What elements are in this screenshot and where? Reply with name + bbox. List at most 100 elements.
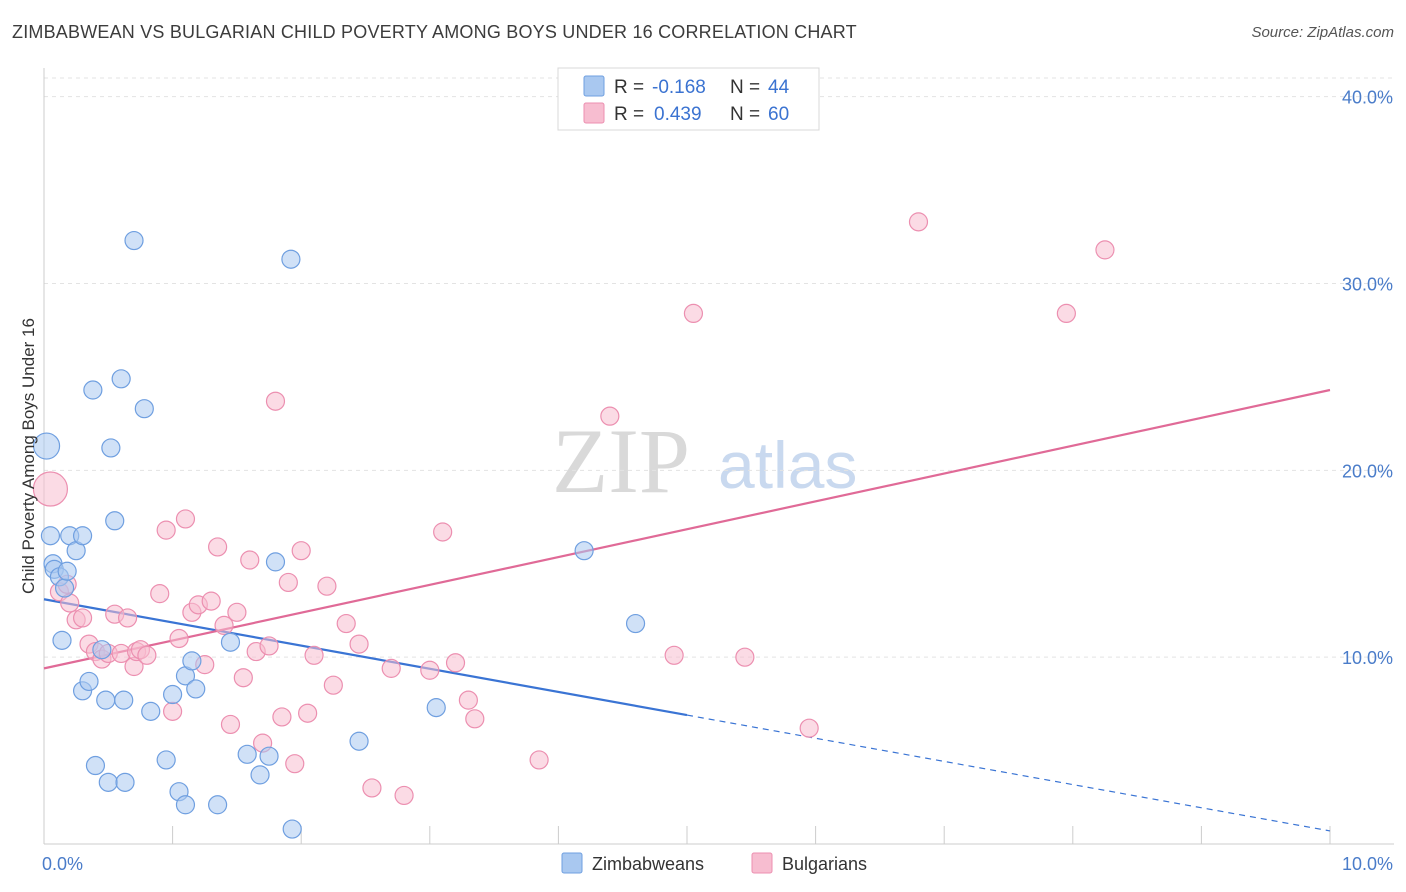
point-bulgarians-41 [304, 645, 324, 665]
point-zimbabweans-33 [208, 795, 228, 815]
point-bulgarians-21 [175, 509, 196, 529]
point-zimbabweans-42 [426, 698, 446, 718]
point-bulgarians-27 [214, 615, 234, 636]
legend-r-label-zimbabweans: R = [614, 77, 644, 98]
y-tick-label-3: 40.0% [1342, 88, 1393, 108]
point-zimbabweans-13 [83, 380, 103, 400]
point-bulgarians-19 [163, 701, 183, 721]
point-bulgarians-29 [227, 602, 247, 622]
point-zimbabweans-29 [175, 795, 196, 815]
point-zimbabweans-27 [163, 684, 183, 705]
watermark-atlas: atlas [718, 428, 857, 502]
point-zimbabweans-18 [105, 511, 125, 531]
chart-title: ZIMBABWEAN VS BULGARIAN CHILD POVERTY AM… [12, 22, 857, 42]
point-zimbabweans-25 [141, 701, 161, 721]
point-bulgarians-54 [529, 750, 549, 770]
point-bulgarians-25 [201, 591, 221, 611]
bottom-legend-swatch-bulgarians [751, 852, 773, 874]
point-zimbabweans-23 [124, 230, 144, 251]
point-bulgarians-37 [278, 572, 298, 593]
legend-n-label-bulgarians: N = [730, 104, 760, 125]
bottom-legend-swatch-zimbabweans [561, 852, 583, 874]
point-zimbabweans-32 [182, 651, 202, 671]
point-bulgarians-28 [220, 714, 241, 735]
y-tick-label-0: 10.0% [1342, 648, 1393, 668]
point-zimbabweans-37 [259, 746, 279, 766]
point-bulgarians-5 [72, 608, 93, 628]
point-bulgarians-45 [349, 634, 369, 654]
point-zimbabweans-41 [349, 731, 369, 751]
point-bulgarians-46 [362, 778, 382, 798]
point-zimbabweans-34 [220, 632, 241, 652]
point-zimbabweans-44 [625, 613, 646, 634]
x-tick-label-0: 0.0% [42, 854, 83, 874]
point-zimbabweans-6 [57, 561, 77, 581]
legend-n-label-zimbabweans: N = [730, 77, 760, 98]
point-bulgarians-43 [323, 675, 343, 695]
x-tick-label-1: 10.0% [1342, 854, 1393, 874]
point-bulgarians-51 [445, 653, 466, 673]
point-bulgarians-42 [317, 576, 337, 596]
point-zimbabweans-21 [98, 772, 118, 792]
legend-n-value-bulgarians: 60 [768, 104, 789, 125]
point-zimbabweans-0 [32, 432, 61, 460]
point-bulgarians-55 [600, 406, 620, 426]
point-bulgarians-52 [458, 690, 478, 710]
point-bulgarians-56 [664, 645, 684, 665]
tick-labels: 10.0% 20.0% 30.0% 40.0% 0.0% 10.0% [42, 88, 1393, 874]
point-zimbabweans-36 [250, 765, 270, 785]
point-bulgarians-48 [394, 785, 414, 806]
legend: R = -0.168 N = 44 R = 0.439 N = 60 [557, 67, 820, 131]
trend-line-bulgarians [43, 388, 1331, 670]
point-bulgarians-36 [272, 707, 292, 727]
point-zimbabweans-24 [134, 399, 154, 419]
legend-swatch-zimbabweans [583, 75, 605, 97]
point-zimbabweans-35 [237, 744, 257, 764]
point-bulgarians-35 [265, 391, 286, 411]
point-bulgarians-0 [32, 471, 69, 507]
point-zimbabweans-40 [282, 819, 302, 839]
point-bulgarians-26 [208, 537, 228, 557]
axes [43, 68, 1394, 845]
point-zimbabweans-20 [114, 690, 134, 710]
trend-line-zimbabweans [43, 598, 688, 717]
point-bulgarians-44 [336, 613, 356, 634]
legend-n-value-zimbabweans: 44 [768, 77, 790, 98]
point-bulgarians-57 [683, 303, 704, 324]
point-bulgarians-18 [156, 520, 176, 540]
legend-swatch-bulgarians [583, 102, 605, 124]
point-bulgarians-59 [799, 718, 819, 738]
point-zimbabweans-31 [186, 679, 206, 699]
y-tick-label-2: 30.0% [1342, 275, 1393, 295]
y-axis-title: Child Poverty Among Boys Under 16 [19, 318, 38, 594]
legend-r-value-bulgarians: 0.439 [654, 104, 702, 125]
point-bulgarians-49 [420, 660, 440, 680]
point-bulgarians-34 [259, 636, 279, 656]
data-points [32, 212, 1115, 839]
point-bulgarians-20 [169, 628, 189, 649]
point-zimbabweans-15 [96, 690, 116, 710]
bottom-legend-label-zimbabweans: Zimbabweans [592, 854, 704, 874]
point-zimbabweans-5 [54, 578, 75, 598]
point-bulgarians-30 [233, 668, 253, 688]
gridlines [44, 77, 1394, 658]
point-zimbabweans-10 [72, 526, 93, 546]
point-bulgarians-39 [291, 541, 311, 561]
point-bulgarians-50 [433, 522, 453, 542]
legend-r-label-bulgarians: R = [614, 104, 644, 125]
legend-r-value-zimbabweans: -0.168 [652, 77, 706, 98]
point-zimbabweans-26 [156, 750, 176, 770]
point-bulgarians-38 [285, 754, 305, 774]
bottom-legend-label-bulgarians: Bulgarians [782, 854, 867, 874]
point-zimbabweans-17 [101, 438, 121, 458]
y-tick-label-1: 20.0% [1342, 461, 1393, 481]
point-zimbabweans-14 [92, 640, 112, 660]
point-zimbabweans-16 [85, 755, 106, 776]
bottom-legend: Zimbabweans Bulgarians [561, 852, 867, 874]
point-zimbabweans-7 [52, 630, 72, 650]
trend-lines [43, 388, 1331, 832]
trend-line-zimbabweans-extension [686, 714, 1331, 832]
point-zimbabweans-22 [115, 772, 135, 792]
point-bulgarians-60 [908, 212, 929, 232]
